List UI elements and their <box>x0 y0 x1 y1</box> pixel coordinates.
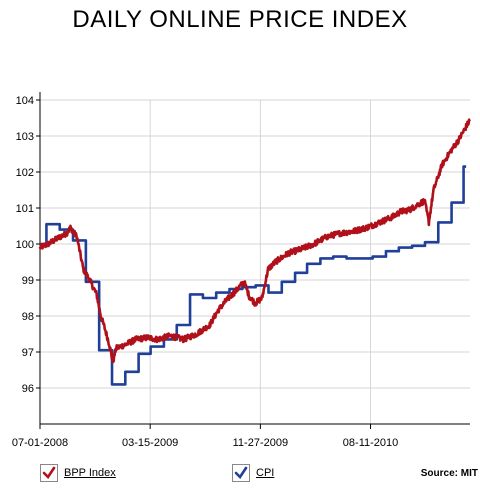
y-tick-label: 98 <box>22 311 34 323</box>
axes <box>36 92 470 429</box>
x-tick-label: 11-27-2009 <box>233 437 288 449</box>
y-tick-label: 103 <box>16 131 34 143</box>
legend-item-bpp[interactable]: BPP Index <box>40 462 116 484</box>
y-tick-label: 97 <box>22 347 34 359</box>
line-chart: 96 97 98 99 100 101 102 103 104 07-01-2008 03-15-2… <box>12 92 471 449</box>
y-tick-label: 102 <box>16 167 34 179</box>
legend-label-bpp[interactable]: BPP Index <box>64 467 116 479</box>
x-tick-label: 08-11-2010 <box>343 437 398 449</box>
legend-item-cpi[interactable]: CPI <box>232 462 274 484</box>
checkmark-path <box>42 466 56 480</box>
chart-title: DAILY ONLINE PRICE INDEX <box>72 6 408 33</box>
y-tick-label: 99 <box>22 275 34 287</box>
legend-label-cpi[interactable]: CPI <box>256 467 275 479</box>
y-tick-label: 100 <box>16 239 34 251</box>
y-tick-label: 96 <box>22 383 34 395</box>
checkmark-path <box>234 466 248 480</box>
x-tick-label: 03-15-2009 <box>122 437 178 449</box>
x-tick-label: 07-01-2008 <box>12 437 68 449</box>
grid-lines <box>39 99 470 424</box>
series-line-bpp-index <box>38 118 471 364</box>
tick-labels: 96 97 98 99 100 101 102 103 104 07-01-2008 03-15-2… <box>12 95 398 449</box>
series-group <box>38 118 471 386</box>
y-tick-label: 104 <box>16 95 34 107</box>
source-text: Source: MIT <box>420 468 478 479</box>
checkmark-icon[interactable] <box>232 464 250 482</box>
y-tick-label: 101 <box>16 203 34 215</box>
checkmark-icon[interactable] <box>40 464 58 482</box>
